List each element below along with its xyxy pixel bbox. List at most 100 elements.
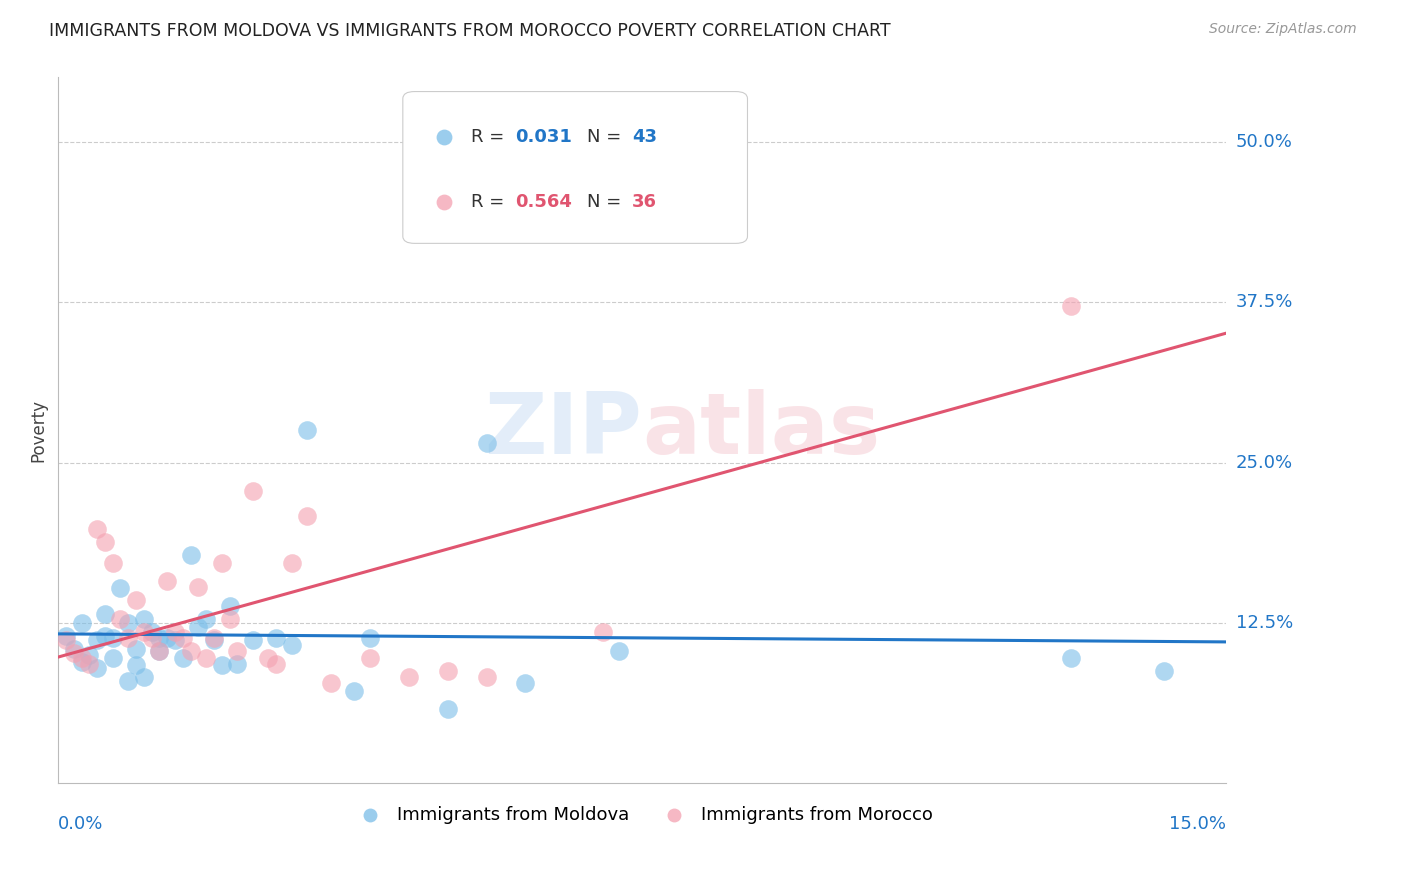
Point xyxy=(70,615,93,630)
Point xyxy=(148,644,170,658)
Point xyxy=(86,522,108,536)
Point xyxy=(62,641,84,656)
Point xyxy=(343,684,366,698)
Point xyxy=(436,664,458,678)
Point xyxy=(94,535,117,549)
Point xyxy=(117,632,139,646)
Point xyxy=(607,644,630,658)
Point xyxy=(156,574,179,588)
Point xyxy=(187,620,209,634)
Point xyxy=(125,641,148,656)
Point xyxy=(79,657,101,672)
Point xyxy=(359,650,381,665)
Point xyxy=(70,655,93,669)
Point xyxy=(359,632,381,646)
Point xyxy=(148,632,170,646)
Legend: Immigrants from Moldova, Immigrants from Morocco: Immigrants from Moldova, Immigrants from… xyxy=(352,805,934,824)
Point xyxy=(141,625,163,640)
Point xyxy=(141,632,163,646)
Point xyxy=(319,676,342,690)
Point xyxy=(163,625,186,640)
Point xyxy=(172,650,194,665)
Point xyxy=(101,650,124,665)
Point xyxy=(101,556,124,570)
Text: 12.5%: 12.5% xyxy=(1236,614,1294,632)
Text: R =: R = xyxy=(471,193,509,211)
Point xyxy=(125,593,148,607)
Point xyxy=(132,670,155,684)
Point xyxy=(297,509,319,524)
Point xyxy=(264,657,287,672)
Point xyxy=(195,650,218,665)
Point xyxy=(94,629,117,643)
Point xyxy=(55,632,77,647)
Text: Source: ZipAtlas.com: Source: ZipAtlas.com xyxy=(1209,22,1357,37)
Point xyxy=(475,436,498,450)
Point xyxy=(436,702,458,716)
Point xyxy=(592,625,614,640)
Point xyxy=(132,625,155,640)
Point xyxy=(148,644,170,658)
Point xyxy=(94,607,117,621)
Point xyxy=(195,612,218,626)
FancyBboxPatch shape xyxy=(404,92,748,244)
Point xyxy=(515,676,537,690)
Text: IMMIGRANTS FROM MOLDOVA VS IMMIGRANTS FROM MOROCCO POVERTY CORRELATION CHART: IMMIGRANTS FROM MOLDOVA VS IMMIGRANTS FR… xyxy=(49,22,891,40)
Point xyxy=(101,632,124,646)
Text: R =: R = xyxy=(471,128,509,146)
Point xyxy=(211,658,233,673)
Point xyxy=(242,632,264,647)
Point xyxy=(242,483,264,498)
Point xyxy=(187,580,209,594)
Text: 43: 43 xyxy=(631,128,657,146)
Point xyxy=(125,658,148,673)
Point xyxy=(1060,299,1083,313)
Point xyxy=(281,638,304,652)
Point xyxy=(264,632,287,646)
Point xyxy=(55,629,77,643)
Point xyxy=(709,202,731,216)
Point xyxy=(110,582,132,596)
Text: 15.0%: 15.0% xyxy=(1170,815,1226,833)
Point xyxy=(218,599,240,614)
Text: N =: N = xyxy=(588,128,627,146)
Point xyxy=(202,632,225,647)
Text: atlas: atlas xyxy=(643,389,880,472)
Text: 25.0%: 25.0% xyxy=(1236,453,1294,472)
Point xyxy=(218,612,240,626)
Y-axis label: Poverty: Poverty xyxy=(30,399,46,462)
Point xyxy=(180,548,202,562)
Text: 36: 36 xyxy=(631,193,657,211)
Point xyxy=(211,556,233,570)
Point xyxy=(202,632,225,646)
Point xyxy=(398,670,420,684)
Point xyxy=(110,612,132,626)
Point xyxy=(62,646,84,660)
Point xyxy=(172,632,194,646)
Point xyxy=(226,644,249,658)
Text: N =: N = xyxy=(588,193,627,211)
Point xyxy=(79,648,101,662)
Point xyxy=(281,556,304,570)
Text: 0.564: 0.564 xyxy=(515,193,572,211)
Text: ZIP: ZIP xyxy=(485,389,643,472)
Point xyxy=(180,644,202,658)
Point xyxy=(226,657,249,672)
Point xyxy=(86,632,108,647)
Point xyxy=(117,673,139,688)
Point xyxy=(132,612,155,626)
Point xyxy=(297,424,319,438)
Text: 0.031: 0.031 xyxy=(515,128,572,146)
Point xyxy=(156,632,179,646)
Text: 0.0%: 0.0% xyxy=(58,815,104,833)
Point xyxy=(1153,664,1175,678)
Point xyxy=(70,650,93,665)
Point xyxy=(1060,650,1083,665)
Point xyxy=(475,670,498,684)
Point xyxy=(86,661,108,675)
Text: 50.0%: 50.0% xyxy=(1236,133,1292,151)
Point xyxy=(117,615,139,630)
Text: 37.5%: 37.5% xyxy=(1236,293,1294,311)
Point xyxy=(257,650,280,665)
Point xyxy=(163,632,186,647)
